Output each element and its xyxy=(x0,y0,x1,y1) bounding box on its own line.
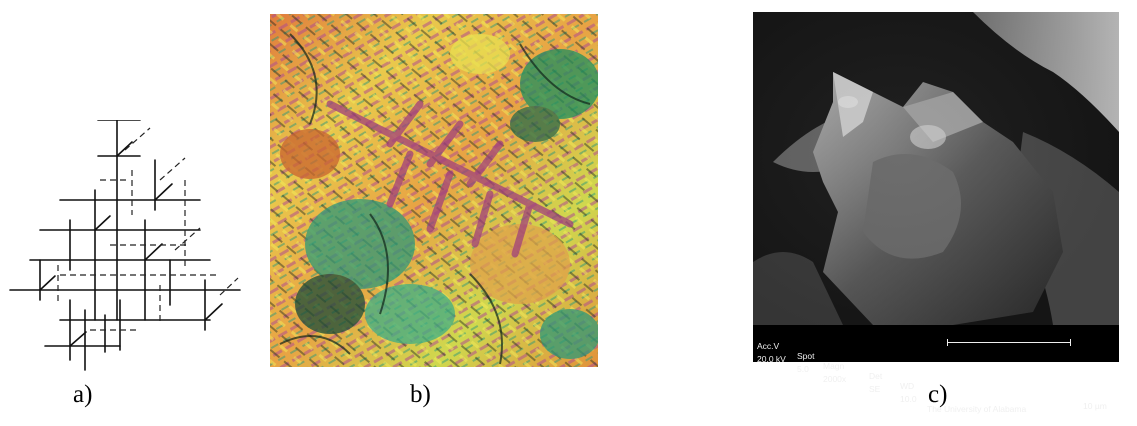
scale-bar xyxy=(947,339,1071,346)
scale-label: 10 µm xyxy=(1083,401,1107,411)
sem-value-wd: 10.0 xyxy=(900,394,917,404)
sem-micrograph-image xyxy=(753,12,1119,325)
sem-value-spot: 5.0 xyxy=(797,364,809,374)
sem-header-det: Det xyxy=(869,371,883,381)
caption-b: b) xyxy=(410,381,431,408)
sem-value-accv: 20.0 kV xyxy=(757,354,786,364)
sem-value-det: SE xyxy=(869,384,881,394)
dendrite-schematic xyxy=(0,99,250,390)
color-micrograph-image xyxy=(270,14,600,367)
sem-header-magn: Magn xyxy=(823,361,845,371)
color-micrograph xyxy=(270,14,600,367)
sem-institution: The University of Alabama xyxy=(927,404,1027,414)
sem-header-wd: WD xyxy=(900,381,915,391)
caption-a: a) xyxy=(73,381,93,408)
sem-value-magn: 2000x xyxy=(823,374,847,384)
sem-info-bar: Acc.V Spot Magn Det WD 10 µm 20.0 kV 5.0… xyxy=(753,325,1119,414)
dendrite-schematic-drawing xyxy=(9,99,241,371)
caption-c: c) xyxy=(928,381,948,408)
sem-header-spot: Spot xyxy=(797,351,815,361)
sem-header-accv: Acc.V xyxy=(757,341,780,351)
sem-micrograph: Acc.V Spot Magn Det WD 10 µm 20.0 kV 5.0… xyxy=(753,12,1119,414)
sem-info-header-row: Acc.V Spot Magn Det WD 10 µm xyxy=(757,331,1107,421)
sem-info-value-row: 20.0 kV 5.0 2000x SE 10.0 The University… xyxy=(757,344,1026,424)
